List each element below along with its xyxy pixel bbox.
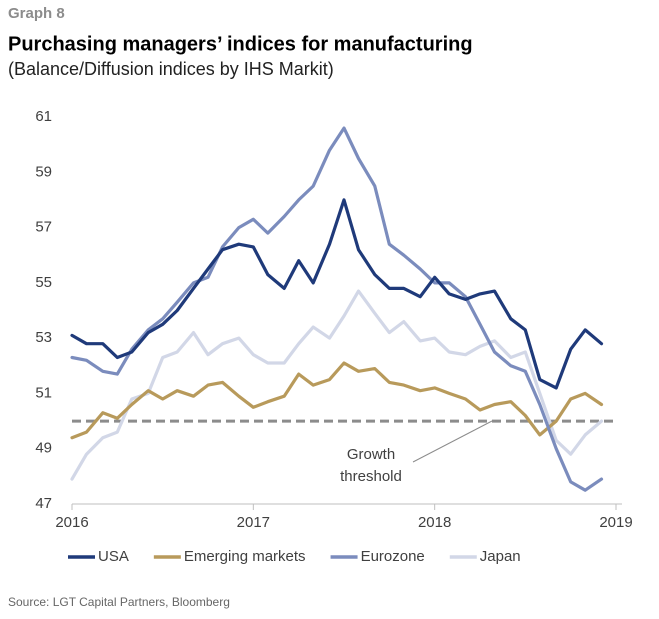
y-tick-label: 47 <box>35 495 52 512</box>
y-tick-label: 57 <box>35 219 52 236</box>
y-tick-label: 53 <box>35 329 52 346</box>
chart-subtitle: (Balance/Diffusion indices by IHS Markit… <box>8 59 334 79</box>
series-line <box>70 361 604 440</box>
y-tick-label: 61 <box>35 108 52 125</box>
y-tick-label: 49 <box>35 440 52 457</box>
annotation-leader <box>412 420 493 463</box>
annotation: Growth <box>347 446 395 463</box>
x-tick-label: 2019 <box>599 514 632 531</box>
legend-label: Japan <box>480 548 521 565</box>
source: Source: LGT Capital Partners, Bloomberg <box>8 595 230 609</box>
x-tick-label: 2016 <box>55 514 88 531</box>
series-line <box>70 126 604 492</box>
legend-label: Eurozone <box>361 548 425 565</box>
legend-label: Emerging markets <box>184 548 306 565</box>
y-tick-label: 59 <box>35 163 52 180</box>
series-line <box>70 198 604 390</box>
x-tick-label: 2017 <box>237 514 270 531</box>
annotation: threshold <box>340 468 402 485</box>
legend-label: USA <box>98 548 129 565</box>
x-tick-label: 2018 <box>418 514 451 531</box>
series-line <box>70 289 604 481</box>
chart-title: Purchasing managers’ indices for manufac… <box>8 33 473 55</box>
chart-label: Graph 8 <box>8 5 65 22</box>
y-tick-label: 55 <box>35 274 52 291</box>
y-tick-label: 51 <box>35 384 52 401</box>
